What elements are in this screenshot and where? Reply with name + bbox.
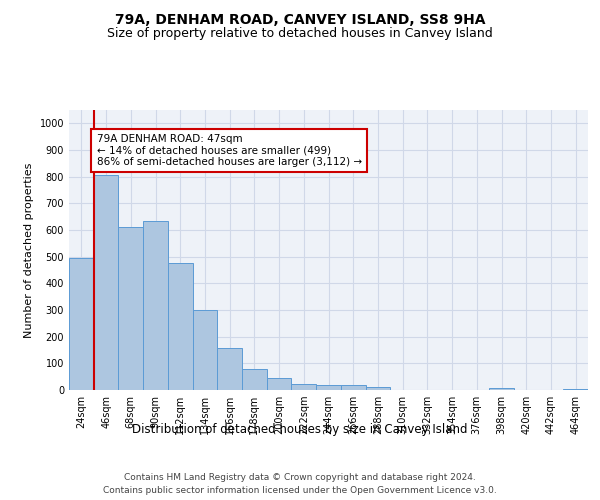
Bar <box>341 385 365 390</box>
Bar <box>563 389 588 390</box>
Text: Contains public sector information licensed under the Open Government Licence v3: Contains public sector information licen… <box>103 486 497 495</box>
Bar <box>217 348 242 390</box>
Bar <box>242 368 267 390</box>
Bar <box>365 388 390 390</box>
Text: 79A, DENHAM ROAD, CANVEY ISLAND, SS8 9HA: 79A, DENHAM ROAD, CANVEY ISLAND, SS8 9HA <box>115 12 485 26</box>
Bar <box>143 220 168 390</box>
Y-axis label: Number of detached properties: Number of detached properties <box>24 162 34 338</box>
Bar <box>489 388 514 390</box>
Bar <box>267 378 292 390</box>
Text: Distribution of detached houses by size in Canvey Island: Distribution of detached houses by size … <box>132 422 468 436</box>
Bar <box>292 384 316 390</box>
Bar <box>193 310 217 390</box>
Text: 79A DENHAM ROAD: 47sqm
← 14% of detached houses are smaller (499)
86% of semi-de: 79A DENHAM ROAD: 47sqm ← 14% of detached… <box>97 134 362 167</box>
Bar <box>69 258 94 390</box>
Bar <box>94 176 118 390</box>
Text: Size of property relative to detached houses in Canvey Island: Size of property relative to detached ho… <box>107 28 493 40</box>
Text: Contains HM Land Registry data © Crown copyright and database right 2024.: Contains HM Land Registry data © Crown c… <box>124 472 476 482</box>
Bar <box>316 384 341 390</box>
Bar <box>168 264 193 390</box>
Bar <box>118 228 143 390</box>
